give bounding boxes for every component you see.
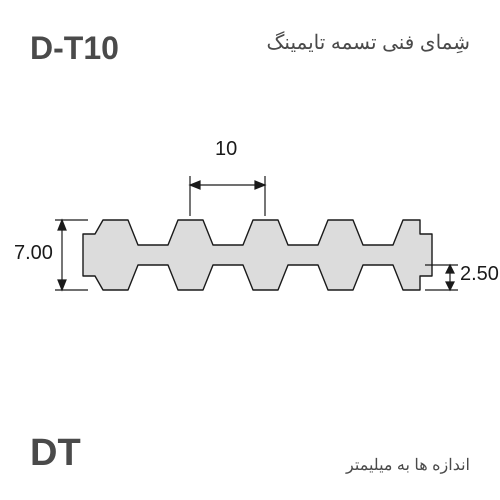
footer: DT اندازه ها به میلیمتر bbox=[0, 432, 500, 475]
tooth-label: 2.50 bbox=[460, 263, 499, 286]
model-code: D-T10 bbox=[30, 30, 119, 67]
page-title: شِمای فنی تسمه تایمینگ bbox=[267, 30, 470, 55]
header: D-T10 شِمای فنی تسمه تایمینگ bbox=[0, 0, 500, 67]
pitch-dimension bbox=[190, 176, 265, 216]
belt-profile-diagram: 10 7.00 2.50 bbox=[0, 130, 500, 380]
footer-note: اندازه ها به میلیمتر bbox=[346, 455, 470, 475]
pitch-label: 10 bbox=[215, 138, 237, 161]
height-label: 7.00 bbox=[14, 242, 53, 265]
footer-logo: DT bbox=[30, 432, 81, 475]
belt-profile-shape bbox=[83, 220, 432, 290]
